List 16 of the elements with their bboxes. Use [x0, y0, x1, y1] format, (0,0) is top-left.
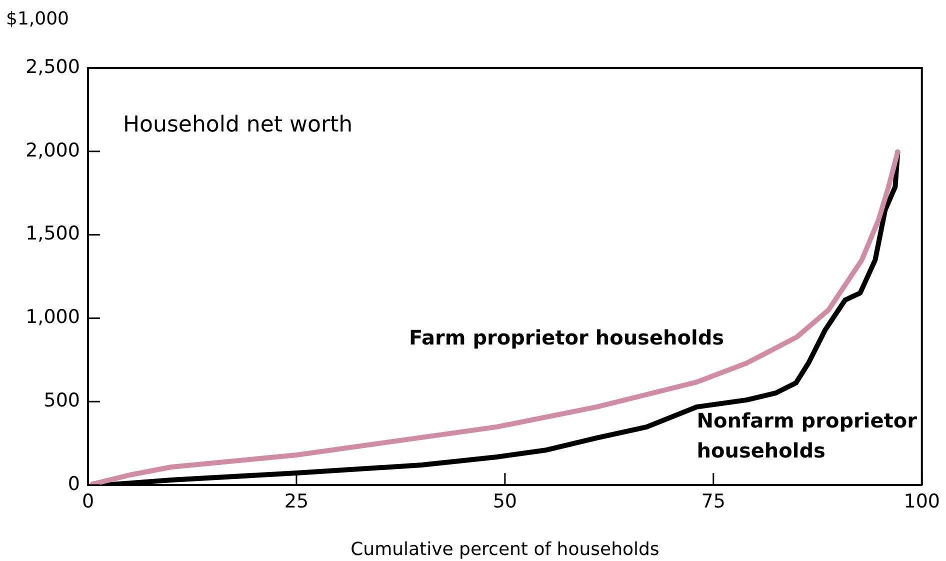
- y-tick-label: 1,500: [26, 222, 80, 245]
- y-axis-title: $1,000: [6, 8, 69, 30]
- series-label: Nonfarm proprietor households: [696, 408, 918, 463]
- y-tick-label: 1,000: [26, 306, 80, 328]
- x-tick-label: 0: [82, 490, 94, 512]
- x-axis-title: Cumulative percent of households: [350, 538, 660, 560]
- x-tick-label: 75: [701, 490, 726, 512]
- series-label: Farm proprietor households: [409, 325, 724, 350]
- y-tick-label: 2,000: [26, 139, 80, 162]
- x-tick-label: 25: [284, 490, 309, 512]
- annotation: Household net worth: [123, 112, 353, 138]
- y-tick-label: 500: [44, 390, 80, 412]
- x-tick-label: 50: [492, 490, 518, 512]
- y-tick-label: 0: [68, 472, 80, 495]
- y-tick-label: 2,500: [26, 56, 80, 78]
- x-tick-label: 100: [904, 490, 940, 512]
